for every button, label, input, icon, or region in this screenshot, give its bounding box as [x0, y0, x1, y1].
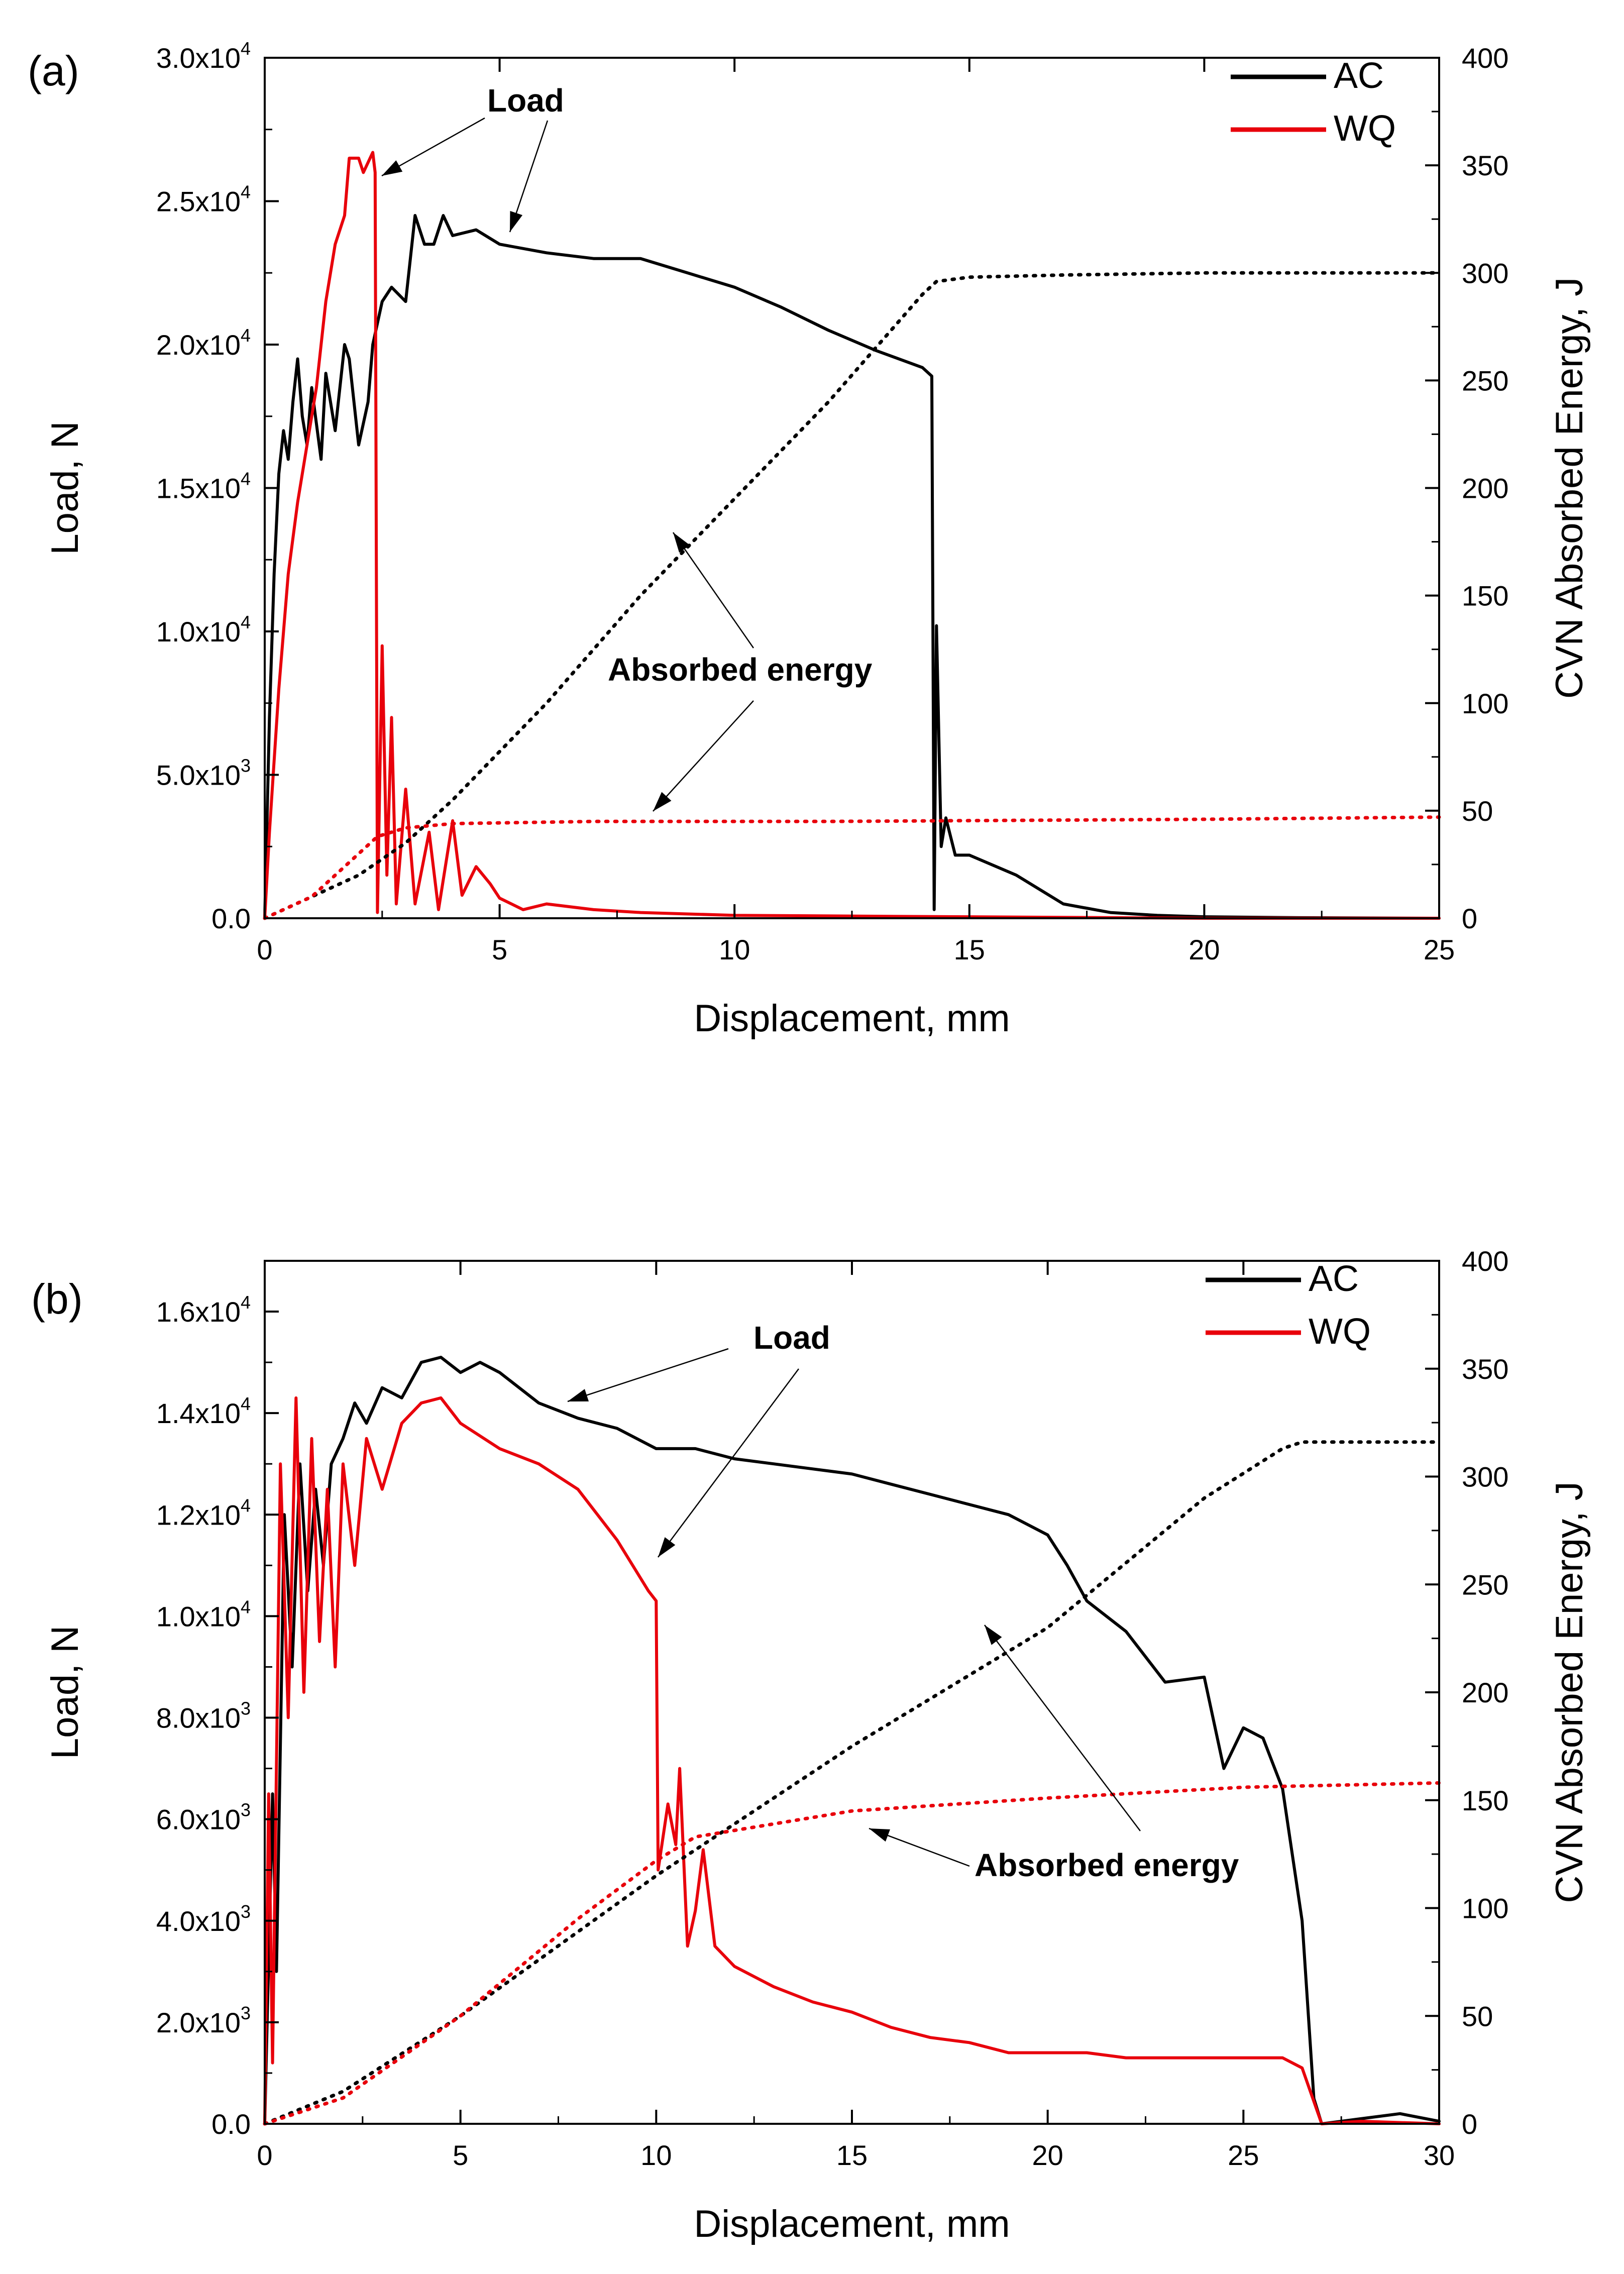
x-tick-label: 0 [257, 934, 272, 965]
y-tick-label: 2.0x103 [156, 2003, 251, 2038]
annotation-arrow-line [653, 700, 754, 812]
annotation-arrowhead [673, 532, 690, 553]
y-tick-label: 1.4x104 [156, 1393, 251, 1429]
series-ac-energy-line [263, 271, 1441, 920]
y-axis-title: Load, N [44, 421, 86, 555]
annotation-absorbed-energy: Absorbed energy [608, 652, 873, 688]
y2-tick-label: 0 [1462, 2108, 1477, 2140]
y-tick-label: 1.0x104 [156, 612, 251, 647]
y-axis-title: Load, N [44, 1626, 86, 1759]
y2-tick-label: 300 [1462, 1461, 1508, 1493]
x-tick-label: 10 [640, 2139, 672, 2171]
y-tick-label: 0.0 [211, 2108, 251, 2140]
y2-tick-label: 150 [1462, 580, 1508, 612]
legend-label-ac: AC [1309, 1259, 1359, 1299]
x-axis-title: Displacement, mm [694, 997, 1010, 1040]
annotation-arrow-line [984, 1625, 1141, 1831]
x-tick-label: 25 [1228, 2139, 1259, 2171]
annotation-arrowhead [510, 210, 523, 232]
annotation-arrowhead [985, 1625, 1002, 1645]
annotation-load: Load [487, 82, 564, 119]
y2-tick-label: 300 [1462, 257, 1508, 289]
x-tick-label: 5 [453, 2139, 468, 2171]
legend-label-ac: AC [1334, 56, 1384, 96]
y-tick-label: 0.0 [211, 903, 251, 934]
x-axis-title: Displacement, mm [694, 2203, 1010, 2245]
y-tick-label: 1.2x104 [156, 1495, 251, 1531]
annotation-arrow-line [672, 532, 754, 648]
x-tick-label: 30 [1424, 2139, 1455, 2171]
y2-tick-label: 350 [1462, 1353, 1508, 1385]
annotation-absorbed-energy: Absorbed energy [975, 1847, 1239, 1883]
y2-tick-label: 50 [1462, 795, 1493, 827]
y-tick-label: 1.0x104 [156, 1596, 251, 1632]
annotation-arrowhead [382, 160, 403, 176]
series-wq-energy-line [263, 1781, 1441, 2126]
y2-tick-label: 350 [1462, 150, 1508, 181]
y2-tick-label: 200 [1462, 473, 1508, 504]
annotation-arrowhead [568, 1389, 589, 1401]
y2-tick-label: 250 [1462, 1569, 1508, 1600]
y2-tick-label: 250 [1462, 365, 1508, 396]
panel-a: (a) 0 5 10 15 20 25 0.0 5.0x103 1.0x104 1.5x104 2.… [28, 38, 1591, 1040]
x-tick-label: 20 [1032, 2139, 1063, 2171]
x-tick-label: 0 [257, 2139, 272, 2171]
y2-axis-title: CVN Absorbed Energy, J [1548, 1481, 1591, 1903]
plot-frame [264, 1260, 1440, 2125]
y-tick-label: 8.0x103 [156, 1698, 251, 1734]
y2-axis-title: CVN Absorbed Energy, J [1548, 277, 1591, 699]
y-tick-label: 6.0x103 [156, 1800, 251, 1835]
y2-tick-label: 400 [1462, 42, 1508, 74]
x-tick-label: 25 [1424, 934, 1455, 965]
y-tick-label: 2.5x104 [156, 182, 251, 218]
annotation-arrowhead [653, 792, 672, 811]
x-tick-label: 20 [1188, 934, 1220, 965]
y-tick-label: 3.0x104 [156, 38, 251, 74]
x-tick-label: 5 [492, 934, 507, 965]
series-wq-energy-line [263, 815, 1441, 920]
annotation-load: Load [753, 1320, 830, 1356]
y2-tick-label: 100 [1462, 688, 1508, 719]
y-tick-label: 1.5x104 [156, 469, 251, 504]
annotation-arrow-line [567, 1348, 729, 1402]
legend-label-wq: WQ [1309, 1312, 1371, 1352]
y2-tick-label: 150 [1462, 1785, 1508, 1816]
x-tick-label: 15 [836, 2139, 868, 2171]
y-tick-label: 2.0x104 [156, 325, 251, 361]
y-tick-label: 5.0x103 [156, 755, 251, 791]
series-ac-energy-line [263, 1440, 1441, 2126]
annotation-arrowhead [869, 1828, 891, 1842]
y-tick-label: 4.0x103 [156, 1901, 251, 1937]
annotation-arrow-line [657, 1368, 800, 1558]
y2-tick-label: 400 [1462, 1245, 1508, 1277]
y2-tick-label: 0 [1462, 903, 1477, 934]
series-wq-load-line [263, 1396, 1441, 2125]
series-ac-load-line [263, 214, 1441, 920]
y-tick-label: 1.6x104 [156, 1292, 251, 1328]
series-wq-load-line [263, 151, 1441, 920]
annotation-arrowhead [658, 1537, 676, 1557]
y2-tick-label: 100 [1462, 1893, 1508, 1924]
panel-b-label: (b) [31, 1275, 83, 1323]
panel-a-label: (a) [28, 47, 79, 94]
x-tick-label: 15 [954, 934, 985, 965]
series-ac-load-line [263, 1356, 1441, 2125]
panel-b: (b) 0 5 10 15 20 25 30 0.0 2.0x103 4.0x103 6.0x103… [31, 1245, 1591, 2245]
y2-tick-label: 50 [1462, 2000, 1493, 2032]
y2-tick-label: 200 [1462, 1677, 1508, 1708]
legend-label-wq: WQ [1334, 109, 1396, 149]
x-tick-label: 10 [719, 934, 750, 965]
plot-frame [264, 57, 1440, 919]
